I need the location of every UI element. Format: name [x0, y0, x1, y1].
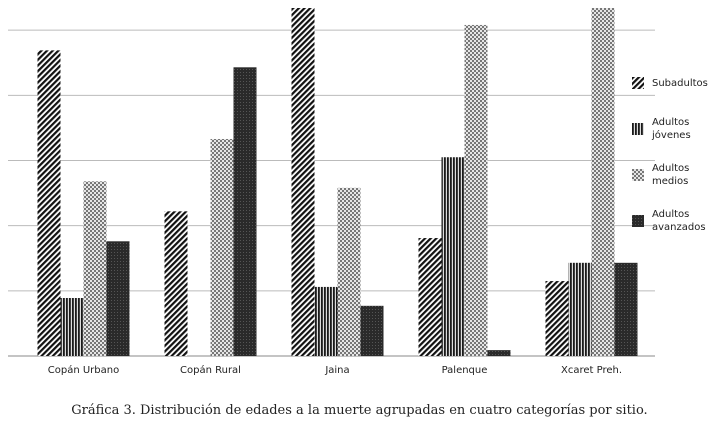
bar — [291, 8, 315, 356]
legend-swatch — [632, 123, 644, 135]
legend-label: Adultos jóvenes — [652, 117, 691, 141]
bar — [106, 241, 130, 356]
bar — [164, 211, 188, 356]
bar — [60, 298, 84, 356]
bar — [591, 8, 615, 356]
x-tick-label: Palenque — [442, 365, 488, 376]
bar — [37, 50, 61, 356]
legend-label: Adultos medios — [652, 163, 690, 187]
x-tick-label: Copán Rural — [180, 364, 241, 376]
bar — [568, 262, 592, 356]
legend-label: Subadultos — [652, 77, 708, 89]
legend-item: Adultos medios — [632, 152, 719, 198]
bar — [337, 187, 361, 356]
bar — [614, 262, 638, 356]
legend-item: Adultos avanzados — [632, 198, 719, 244]
bar — [418, 238, 442, 356]
x-tick-label: Jaina — [324, 365, 349, 376]
legend-item: Subadultos — [632, 60, 719, 106]
bar — [441, 157, 465, 356]
x-tick-label: Xcaret Preh. — [561, 365, 622, 376]
bar — [464, 24, 488, 357]
x-tick-label: Copán Urbano — [48, 364, 119, 376]
legend-swatch — [632, 77, 644, 89]
legend-item: Adultos jóvenes — [632, 106, 719, 152]
chart-title: Gráfica 3. Distribución de edades a la m… — [71, 403, 648, 418]
legend-label: Adultos avanzados — [652, 209, 706, 233]
bar — [487, 350, 511, 356]
legend-swatch — [632, 215, 644, 227]
legend: Subadultos Adultos jóvenes Adultos medios A… — [632, 60, 719, 244]
bar — [545, 281, 569, 356]
bar — [360, 305, 384, 356]
bar — [314, 286, 338, 356]
legend-swatch — [632, 169, 644, 181]
bar — [83, 181, 107, 356]
bar — [233, 67, 257, 356]
bar — [210, 138, 234, 356]
